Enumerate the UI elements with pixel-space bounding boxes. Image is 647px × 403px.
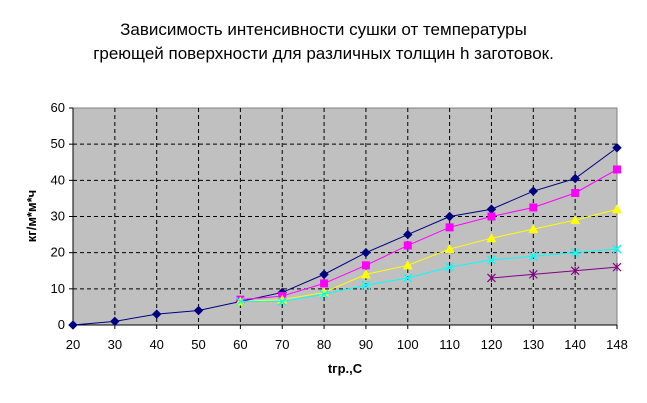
data-point-stroke — [570, 248, 580, 258]
data-point — [445, 262, 455, 272]
series-1 — [68, 143, 622, 330]
data-point-stroke — [528, 251, 538, 261]
data-point-stroke — [486, 255, 496, 265]
y-tick-label: 30 — [51, 209, 65, 224]
data-point — [320, 279, 329, 288]
y-tick-label: 50 — [51, 136, 65, 151]
data-point — [361, 280, 371, 290]
data-point — [570, 173, 580, 184]
x-tick-label: 120 — [481, 337, 503, 352]
data-point-stroke — [612, 244, 622, 254]
x-tick-label: 80 — [317, 337, 331, 352]
series-line — [240, 248, 618, 302]
data-point — [487, 273, 496, 283]
data-point — [528, 224, 539, 234]
y-tick-label: 20 — [51, 245, 65, 260]
data-point — [361, 261, 370, 270]
tick-labels: 0 10 20 30 40 50 60 20 30 40 50 60 70 80 90 100 110 120 13… — [51, 100, 628, 352]
x-tick-label: 110 — [439, 337, 460, 352]
data-point — [612, 244, 622, 254]
data-point — [444, 244, 455, 254]
series-line — [72, 147, 618, 326]
data-point — [319, 269, 329, 280]
data-point — [151, 309, 162, 319]
data-point-stroke — [319, 289, 329, 299]
data-point — [487, 212, 496, 221]
x-axis-label: tгр.,C — [328, 361, 363, 376]
y-tick-label: 0 — [58, 317, 65, 332]
data-point-stroke — [403, 273, 413, 283]
data-point — [571, 188, 580, 197]
data-point — [528, 186, 539, 196]
data-point — [486, 255, 496, 265]
data-point-stroke — [445, 262, 455, 272]
data-point — [360, 269, 371, 279]
data-point — [235, 296, 245, 307]
data-point — [361, 247, 371, 258]
x-tick-label: 70 — [275, 337, 289, 352]
data-point — [319, 289, 329, 299]
data-point-stroke — [361, 280, 371, 290]
series-line — [240, 169, 618, 301]
data-point-stroke — [277, 296, 287, 307]
axes — [69, 107, 618, 329]
y-tick-label: 60 — [51, 100, 65, 115]
data-point — [528, 269, 538, 279]
x-tick-label: 40 — [149, 337, 163, 352]
data-point — [444, 211, 455, 222]
data-point — [528, 251, 538, 261]
data-point — [277, 296, 287, 307]
x-tick-label: 130 — [522, 337, 544, 352]
series-5 — [487, 262, 622, 283]
chart-title: Зависимость интенсивности сушки от темпе… — [93, 20, 554, 63]
series-group — [68, 143, 622, 330]
data-point — [570, 215, 581, 225]
y-tick-label: 40 — [51, 172, 65, 187]
data-point — [403, 229, 413, 240]
data-point — [445, 223, 454, 232]
data-point — [570, 248, 580, 258]
data-point — [486, 233, 497, 243]
x-tick-label: 140 — [564, 337, 586, 352]
data-point — [402, 260, 413, 270]
data-point — [68, 320, 78, 330]
series-line — [491, 266, 618, 279]
series-line — [240, 208, 618, 302]
x-tick-label: 148 — [606, 337, 628, 352]
x-tick-label: 20 — [66, 337, 80, 352]
data-point — [403, 241, 412, 250]
data-point — [570, 266, 580, 276]
data-point — [612, 204, 622, 214]
x-tick-label: 50 — [191, 337, 205, 352]
y-axis-label: кг/м*м*ч — [24, 190, 39, 242]
data-point — [612, 262, 622, 272]
data-point — [403, 273, 413, 283]
data-point — [529, 203, 538, 212]
x-tick-label: 100 — [397, 337, 419, 352]
data-point — [193, 305, 204, 316]
data-point — [110, 316, 120, 327]
data-point — [613, 165, 621, 174]
series-4 — [235, 244, 622, 307]
data-point — [612, 143, 622, 153]
x-tick-label: 30 — [108, 337, 122, 352]
data-point-stroke — [235, 296, 245, 307]
x-tick-label: 90 — [359, 337, 373, 352]
y-tick-label: 10 — [51, 281, 65, 296]
x-tick-label: 60 — [233, 337, 247, 352]
